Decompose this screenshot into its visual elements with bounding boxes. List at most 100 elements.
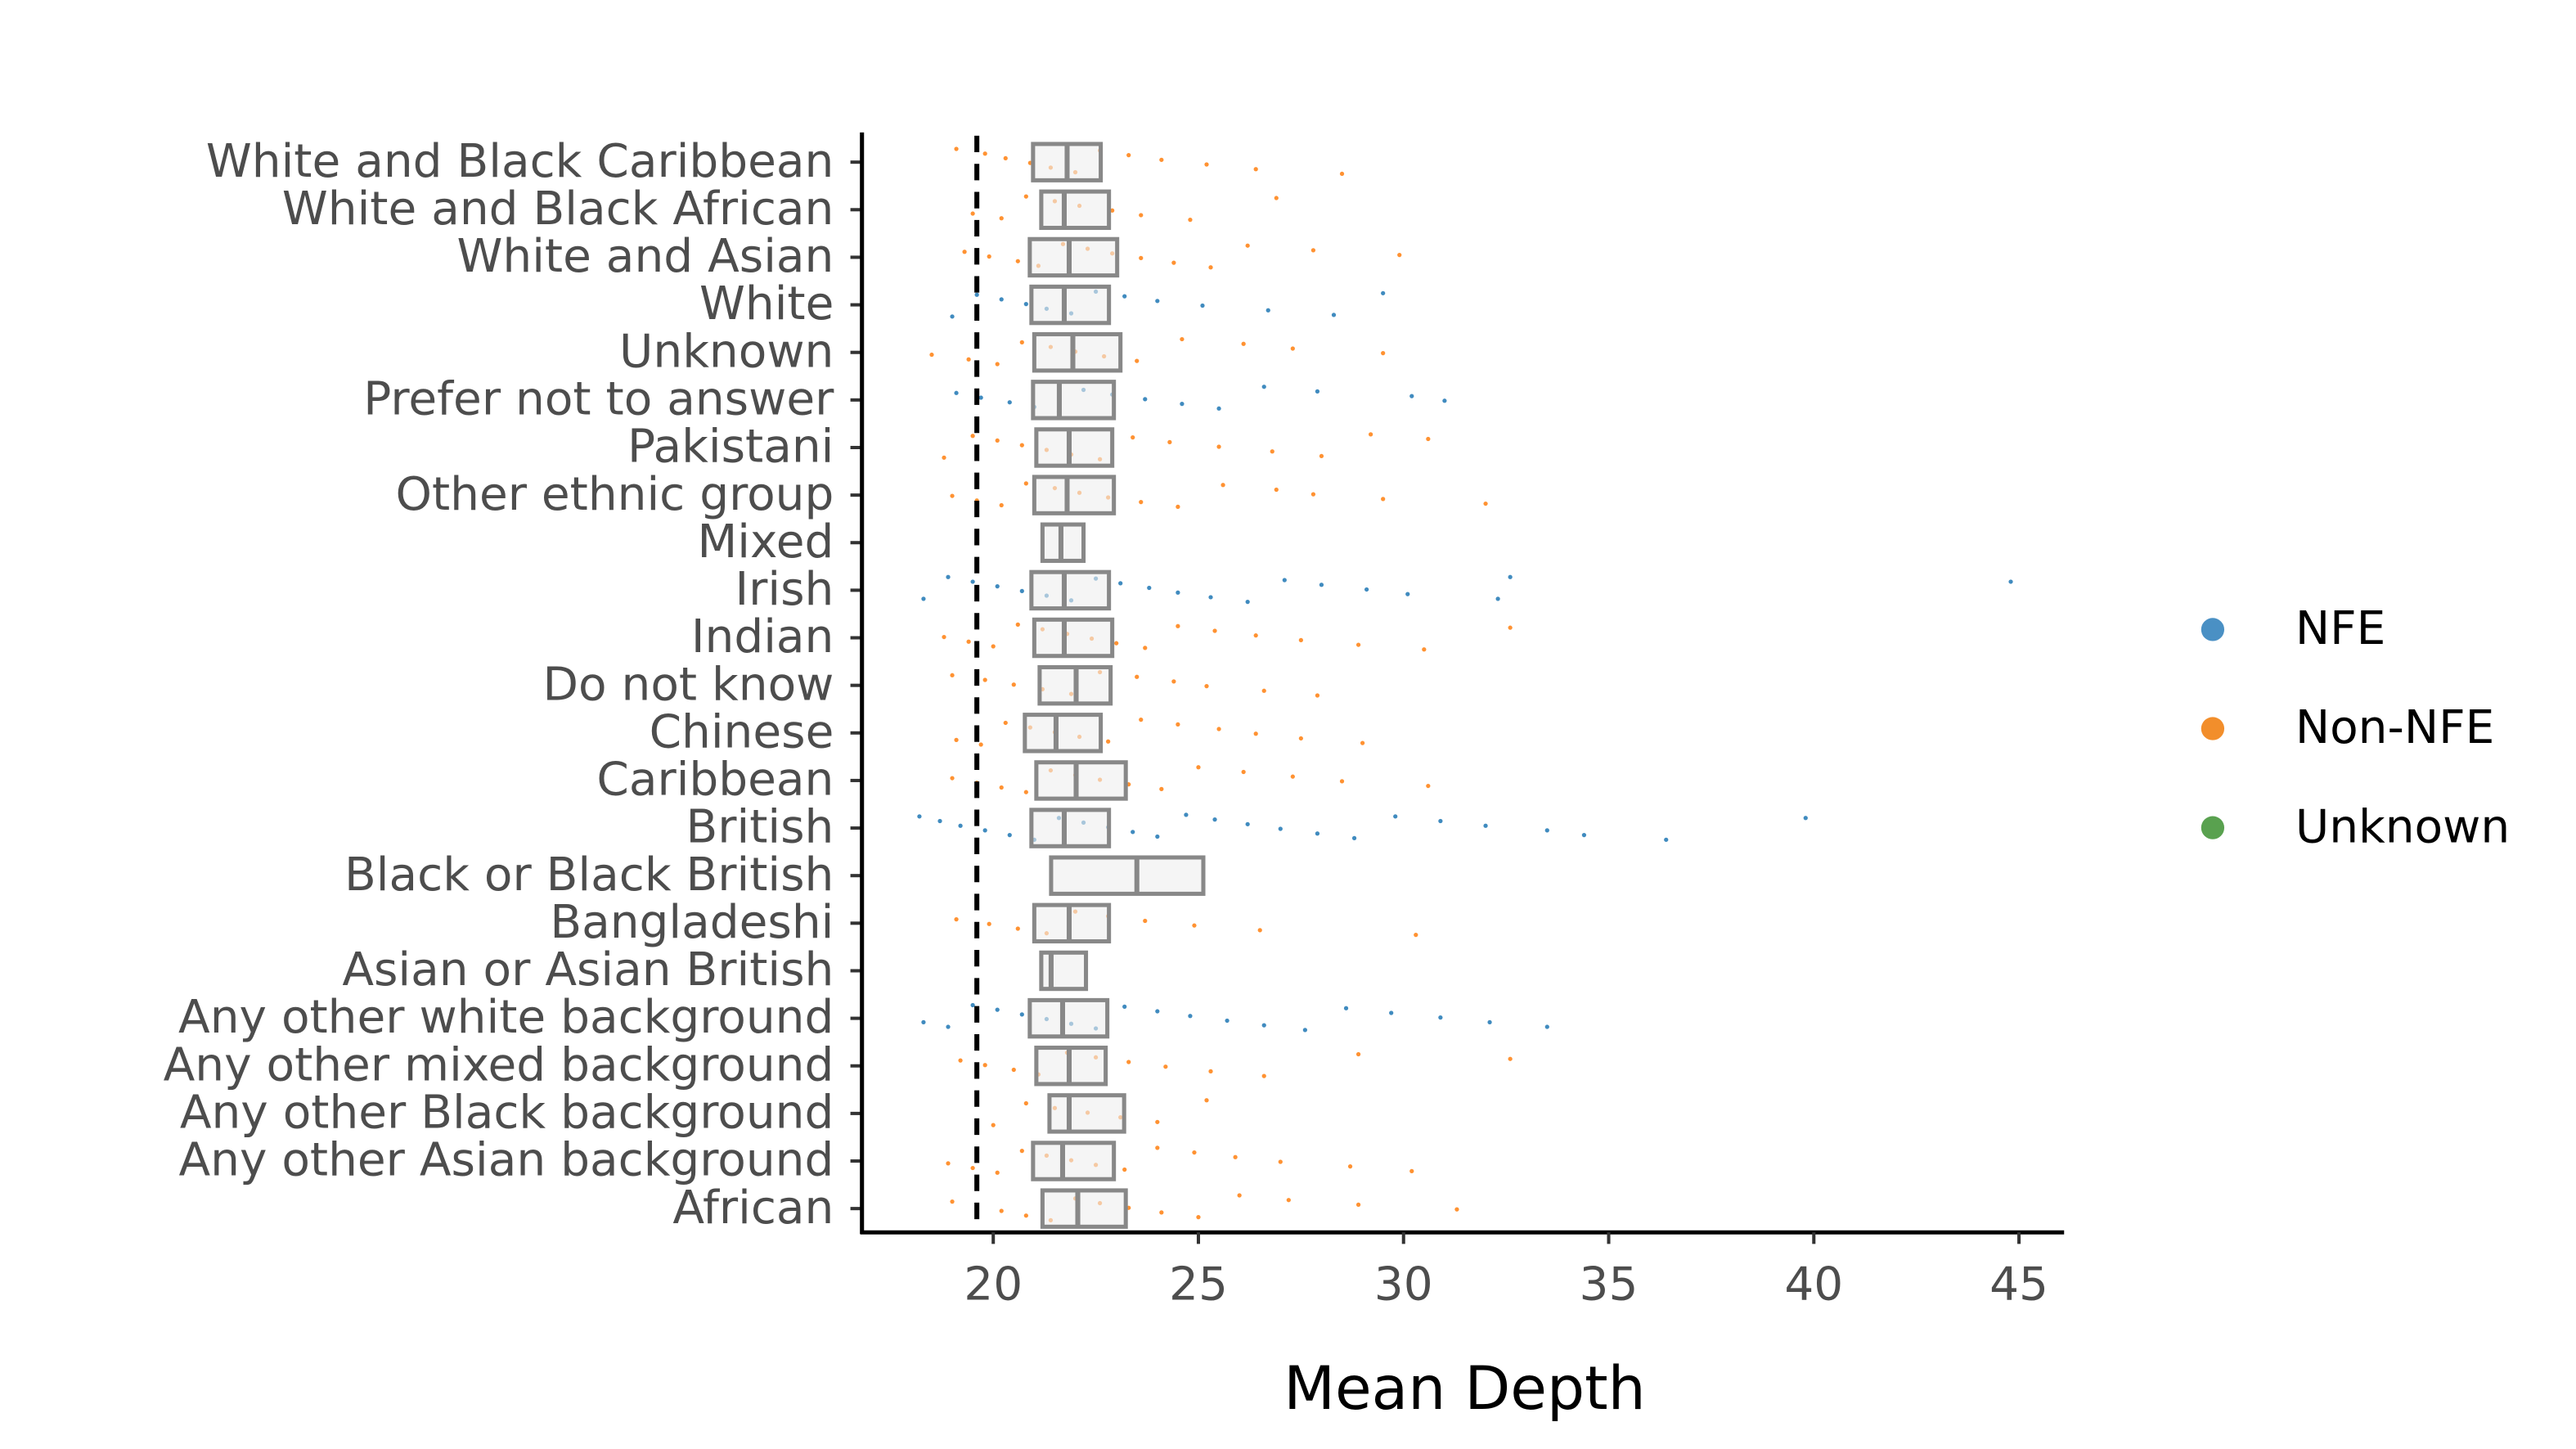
point	[995, 1007, 1000, 1012]
point	[1147, 585, 1152, 591]
point	[1015, 622, 1020, 627]
point	[1110, 208, 1115, 213]
point	[1155, 299, 1160, 304]
y-tick-label: Mixed	[698, 515, 834, 569]
y-tick-label: White	[699, 277, 834, 331]
point	[917, 814, 922, 819]
point	[1221, 483, 1225, 488]
point	[1019, 588, 1024, 593]
point	[954, 916, 959, 922]
point	[1122, 1004, 1127, 1009]
point	[1261, 385, 1266, 389]
point	[1023, 194, 1028, 199]
point	[1339, 171, 1345, 177]
box	[1029, 284, 1112, 326]
point	[1159, 786, 1164, 792]
point	[1139, 500, 1144, 505]
point	[978, 395, 983, 400]
point	[1803, 816, 1808, 821]
point	[1290, 346, 1295, 351]
point	[1310, 492, 1316, 497]
y-tick-label: Chinese	[650, 705, 834, 758]
point	[1204, 683, 1209, 689]
point	[1139, 255, 1144, 261]
point	[1204, 1098, 1209, 1103]
y-tick-label: White and Black Caribbean	[206, 135, 834, 188]
point	[999, 216, 1004, 221]
point	[1393, 814, 1398, 819]
point	[1007, 400, 1012, 405]
point	[1192, 923, 1197, 928]
point	[1126, 152, 1131, 158]
point	[1143, 646, 1148, 650]
point	[970, 579, 975, 584]
point	[1245, 243, 1250, 248]
point	[970, 211, 975, 216]
point	[970, 1165, 975, 1171]
point	[1135, 674, 1140, 679]
point	[1139, 213, 1144, 218]
point	[1664, 837, 1669, 842]
point	[1015, 259, 1020, 263]
point	[1155, 834, 1160, 839]
point	[974, 292, 979, 297]
point	[1438, 1015, 1443, 1020]
point	[958, 1058, 963, 1063]
point	[1155, 1145, 1160, 1150]
point	[1114, 641, 1119, 646]
y-tick-label: Caribbean	[596, 754, 834, 807]
point	[1003, 720, 1008, 726]
point	[1106, 739, 1111, 744]
point	[921, 596, 926, 601]
y-tick-label: British	[686, 801, 834, 854]
point	[1167, 439, 1172, 444]
point	[1319, 583, 1324, 587]
y-tick-label: Any other Asian background	[178, 1134, 834, 1187]
point	[1381, 497, 1386, 502]
point	[1188, 1014, 1193, 1019]
box	[1039, 950, 1089, 992]
box	[1027, 997, 1110, 1039]
point	[1257, 928, 1262, 933]
point	[1225, 1018, 1230, 1024]
point	[1155, 1009, 1160, 1014]
point	[1286, 1198, 1291, 1203]
point	[1237, 1193, 1242, 1198]
y-tick-label: Prefer not to answer	[363, 372, 834, 425]
point	[982, 677, 987, 682]
point	[1176, 722, 1180, 727]
box	[1031, 1141, 1117, 1181]
point	[1159, 1210, 1164, 1215]
point	[995, 584, 1000, 589]
point	[999, 502, 1004, 508]
point	[1355, 1051, 1361, 1057]
point	[1011, 1067, 1016, 1073]
point	[1278, 1159, 1283, 1164]
point	[1483, 823, 1488, 828]
point	[1508, 1056, 1513, 1061]
point	[1122, 294, 1127, 299]
point	[1331, 313, 1337, 317]
point	[1019, 1012, 1024, 1017]
box	[1029, 569, 1112, 611]
point	[962, 250, 967, 254]
box	[1031, 380, 1117, 421]
box	[1034, 427, 1115, 468]
point	[1023, 481, 1028, 486]
point	[1315, 693, 1320, 698]
y-tick-label: Bangladeshi	[550, 896, 834, 949]
point	[1360, 740, 1365, 745]
point	[1426, 783, 1431, 789]
point	[1212, 817, 1217, 822]
point	[942, 455, 946, 460]
x-axis-title: Mean Depth	[1284, 1355, 1645, 1424]
point	[954, 146, 959, 151]
point	[995, 438, 1000, 443]
point	[950, 493, 955, 498]
point	[966, 357, 971, 362]
point	[1253, 167, 1258, 172]
point	[1253, 731, 1258, 736]
y-tick-label: Any other mixed background	[164, 1038, 834, 1091]
point	[1298, 736, 1303, 741]
